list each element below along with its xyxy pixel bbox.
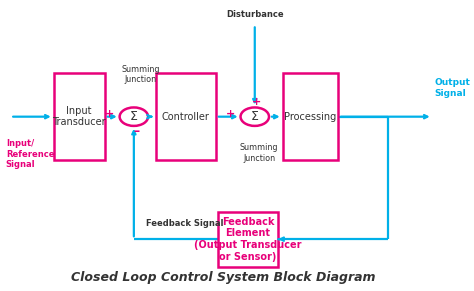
Text: Closed Loop Control System Block Diagram: Closed Loop Control System Block Diagram bbox=[72, 271, 376, 284]
Text: Input
Transducer: Input Transducer bbox=[52, 106, 106, 127]
Text: –: – bbox=[133, 125, 139, 138]
Text: +: + bbox=[226, 109, 236, 119]
Text: Processing: Processing bbox=[284, 112, 337, 122]
Text: Input/
Reference
Signal: Input/ Reference Signal bbox=[6, 139, 55, 169]
Text: Feedback Signal: Feedback Signal bbox=[146, 219, 224, 228]
Text: Controller: Controller bbox=[162, 112, 210, 122]
Text: Summing
Junction: Summing Junction bbox=[240, 143, 278, 163]
FancyBboxPatch shape bbox=[218, 212, 278, 267]
Text: Disturbance: Disturbance bbox=[226, 10, 283, 19]
FancyBboxPatch shape bbox=[283, 73, 338, 160]
Text: Output
Signal: Output Signal bbox=[435, 78, 471, 97]
Text: Summing
Junction: Summing Junction bbox=[121, 65, 160, 84]
Text: $\Sigma$: $\Sigma$ bbox=[250, 110, 259, 123]
FancyBboxPatch shape bbox=[54, 73, 105, 160]
Circle shape bbox=[240, 107, 269, 126]
Text: +: + bbox=[105, 109, 115, 119]
FancyBboxPatch shape bbox=[156, 73, 216, 160]
Text: $\Sigma$: $\Sigma$ bbox=[129, 110, 138, 123]
Circle shape bbox=[119, 107, 148, 126]
Text: +: + bbox=[252, 97, 262, 107]
Text: Feedback
Element
(Output Transducer
or Sensor): Feedback Element (Output Transducer or S… bbox=[194, 217, 302, 262]
